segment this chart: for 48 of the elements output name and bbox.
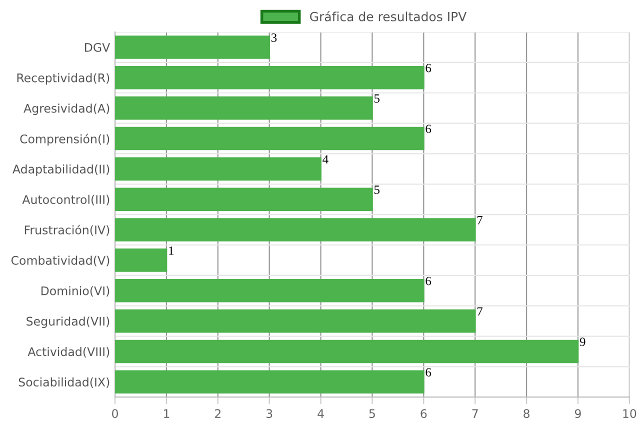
y-tick-label: Seguridad(VII) [26,316,110,328]
bar [115,218,476,242]
y-tick-label: Receptividad(R) [17,73,110,85]
x-tick-label: 10 [623,409,636,418]
x-tick-label: 6 [420,409,427,418]
bar [115,66,424,90]
y-tick-label: Sociabilidad(IX) [18,377,110,388]
y-tick-label: Dominio(VI) [41,286,110,297]
bar [115,36,270,59]
bar [115,96,373,120]
data-label: 3 [271,33,277,42]
x-tick-label: 3 [266,409,272,418]
bar [115,126,424,150]
data-label: 6 [426,368,432,377]
bar [115,188,373,212]
y-tick-label: Adaptabilidad(II) [12,164,110,176]
data-label: 6 [426,124,432,134]
bar [115,340,579,364]
y-tick-label: Actividad(VIII) [28,346,110,358]
y-tick-label: Frustración(IV) [24,224,110,236]
data-label: 5 [374,94,380,103]
y-tick-label: Combatividad(V) [11,256,110,266]
x-tick-label: 4 [318,409,324,418]
x-tick-label: 2 [215,409,220,418]
x-tick-label: 8 [524,409,530,418]
y-tick-label: Comprensión(I) [20,134,110,146]
bar [115,309,476,333]
data-label: 1 [169,246,174,255]
data-label: 4 [322,155,328,164]
x-tick-label: 7 [472,409,478,418]
x-tick-label: 9 [574,409,581,418]
data-label: 7 [477,307,483,316]
y-tick-label: Agresividad(A) [24,104,110,116]
y-tick-label: DGV [85,42,110,52]
bar [115,278,424,302]
data-label: 7 [477,216,483,224]
data-label: 5 [374,186,380,194]
data-label: 6 [426,64,432,72]
x-tick-label: 1 [164,409,170,418]
bar [115,157,322,181]
x-tick-label: 0 [112,409,118,418]
legend-label: Gráfica de resultados IPV [310,11,467,22]
bar [115,370,424,394]
data-label: 6 [426,276,432,286]
y-tick-label: Autocontrol(III) [22,194,110,206]
x-tick-label: 5 [369,409,375,418]
data-label: 9 [580,338,586,346]
bar [115,248,168,272]
